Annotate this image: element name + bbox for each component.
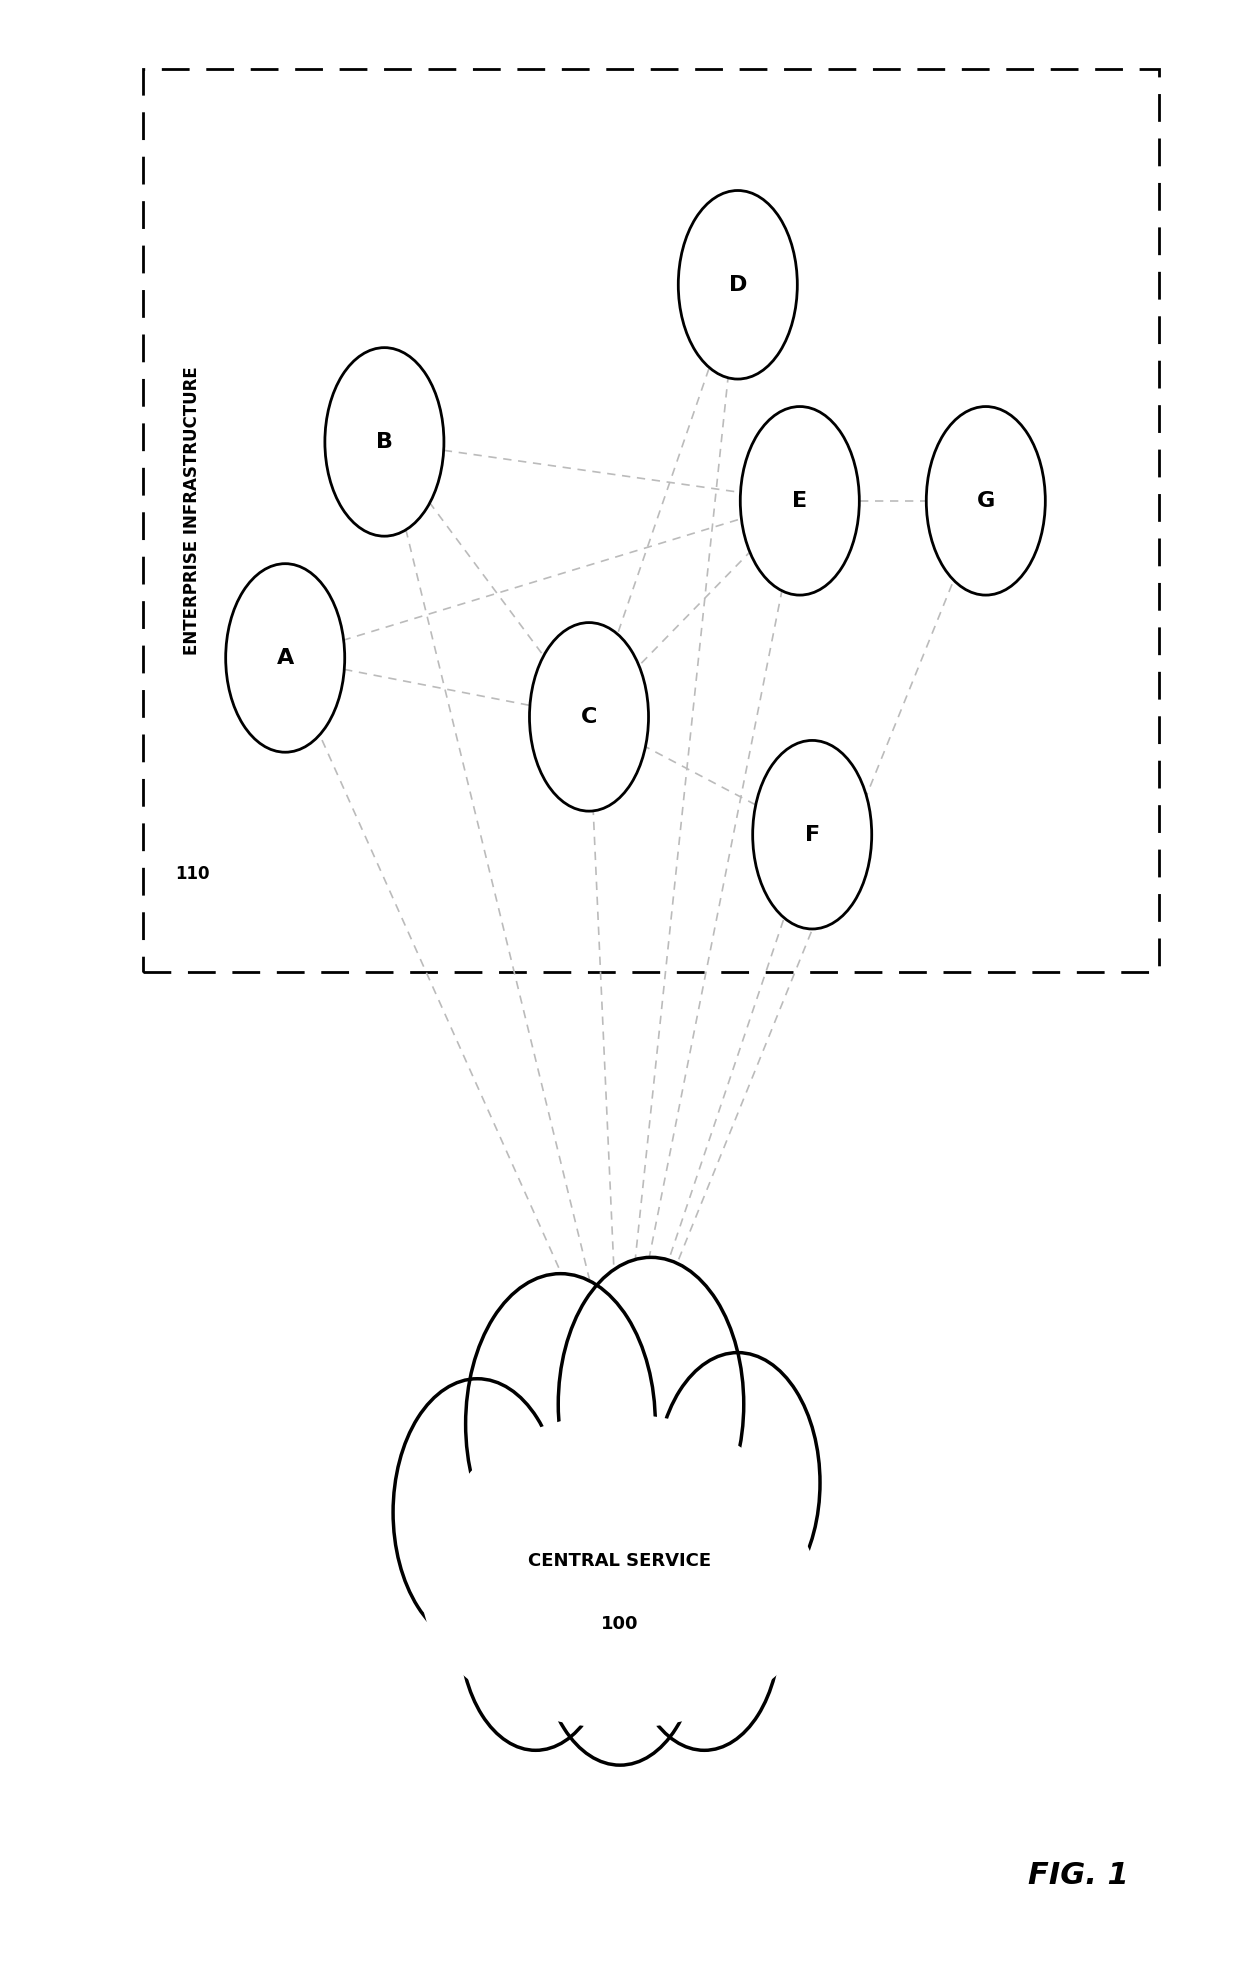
Text: F: F [805,825,820,845]
Circle shape [460,1510,611,1750]
Circle shape [558,1257,744,1552]
Text: B: B [376,432,393,452]
Text: A: A [277,648,294,668]
Circle shape [629,1510,780,1750]
Text: FIG. 1: FIG. 1 [1028,1862,1130,1889]
Text: D: D [729,275,746,295]
Circle shape [325,348,444,536]
Text: G: G [977,491,994,511]
Circle shape [678,191,797,379]
Circle shape [393,1379,562,1646]
Text: ENTERPRISE INFRASTRUCTURE: ENTERPRISE INFRASTRUCTURE [184,365,201,656]
Circle shape [753,740,872,929]
Circle shape [926,407,1045,595]
Circle shape [529,623,649,811]
Circle shape [226,564,345,752]
Circle shape [541,1514,699,1766]
Circle shape [740,407,859,595]
Ellipse shape [446,1414,794,1650]
Circle shape [656,1353,820,1612]
Text: 110: 110 [175,864,210,884]
Text: E: E [792,491,807,511]
Text: C: C [580,707,598,727]
Text: 100: 100 [601,1614,639,1634]
Circle shape [466,1275,655,1575]
Text: CENTRAL SERVICE: CENTRAL SERVICE [528,1552,712,1571]
Ellipse shape [422,1453,818,1728]
